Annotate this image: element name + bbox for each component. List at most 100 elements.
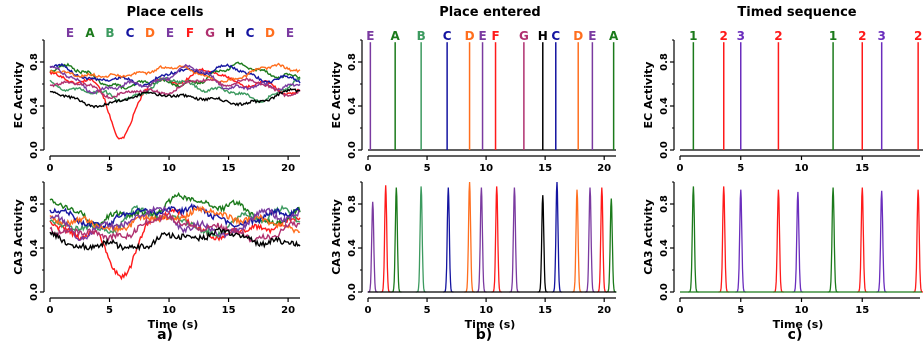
series-H-trace (49, 87, 301, 109)
x-tick-label: 20 (597, 163, 611, 174)
panel-0-row-0-axes: 0.0 0.4 0.8 0 5 10 15 20 EC Activity (12, 39, 301, 174)
x-tick-label: 15 (222, 305, 236, 316)
x-tick-label: 0 (677, 305, 684, 316)
spike-label: 2 (858, 29, 866, 43)
ca3-peak (391, 187, 402, 293)
y-tick-label: 0.4 (347, 239, 358, 257)
ca3-peak (551, 181, 563, 293)
x-tick-label: 10 (479, 163, 493, 174)
x-tick-label: 5 (424, 305, 431, 316)
y-tick-label: 0.0 (659, 283, 670, 301)
ca3-peak (509, 187, 520, 293)
panel-title: Place cells (127, 5, 204, 20)
place-label: D (145, 26, 155, 40)
y-tick-label: 0.8 (29, 195, 40, 213)
y-axis-label: EC Activity (12, 62, 25, 129)
ca3-peak (735, 189, 747, 293)
place-label: A (85, 26, 95, 40)
x-tick-label: 10 (795, 163, 809, 174)
ca3-peak (464, 181, 475, 293)
y-tick-label: 0.8 (29, 53, 40, 71)
spike-label: H (538, 29, 548, 43)
x-axis-label: Time (s) (148, 318, 199, 331)
x-tick-label: 0 (47, 163, 54, 174)
y-axis-label: CA3 Activity (330, 199, 343, 275)
x-axis-label: Time (s) (773, 318, 824, 331)
panel-2-row-0-axes: 0.0 0.4 0.8 0 5 10 15 EC Activity (642, 39, 923, 174)
spike-label: 1 (829, 29, 837, 43)
x-tick-label: 10 (162, 305, 176, 316)
x-tick-label: 0 (47, 305, 54, 316)
x-tick-label: 10 (479, 305, 493, 316)
ca3-peak (912, 189, 923, 293)
y-axis-label: CA3 Activity (12, 199, 25, 275)
spike-label: E (588, 29, 596, 43)
x-axis-label: Time (s) (465, 318, 516, 331)
x-tick-label: 15 (538, 163, 552, 174)
panel-title: Place entered (439, 5, 540, 20)
ca3-peak (792, 191, 804, 293)
spike-label: E (478, 29, 486, 43)
y-tick-label: 0.0 (29, 141, 40, 159)
ca3-peak (876, 190, 887, 293)
spike-label: F (491, 29, 499, 43)
x-tick-label: 5 (424, 163, 431, 174)
ca3-peak (827, 187, 839, 293)
ca3-peak (571, 189, 583, 293)
y-tick-label: 0.8 (659, 53, 670, 71)
x-tick-label: 15 (855, 163, 869, 174)
y-tick-label: 0.8 (347, 195, 358, 213)
series-B-trace (49, 76, 301, 104)
ca3-peak (584, 187, 596, 293)
series-D-trace (49, 62, 301, 84)
x-tick-label: 5 (737, 163, 744, 174)
x-tick-label: 15 (855, 305, 869, 316)
ca3-peak (491, 186, 502, 293)
y-tick-label: 0.0 (659, 141, 670, 159)
spike-label: G (519, 29, 529, 43)
panel-2-row-1-axes: 0.0 0.4 0.8 0 5 10 15 CA3 Activity (642, 181, 923, 316)
y-tick-label: 0.0 (29, 283, 40, 301)
ca3-peak (773, 189, 784, 293)
ca3-peak (537, 195, 548, 293)
ca3-peak (367, 201, 378, 293)
y-tick-label: 0.8 (347, 53, 358, 71)
spike-label: C (551, 29, 560, 43)
series-H-trace (49, 226, 301, 252)
spike-label: A (391, 29, 401, 43)
spike-label: D (573, 29, 583, 43)
spike-label: 2 (914, 29, 922, 43)
y-axis-label: EC Activity (642, 62, 655, 129)
series-B-trace (49, 204, 301, 239)
ca3-peak (718, 186, 730, 293)
ca3-peak (476, 187, 487, 293)
series-G-trace (49, 213, 301, 243)
spike-label: 1 (689, 29, 697, 43)
y-tick-label: 0.0 (347, 141, 358, 159)
ca3-peak (606, 198, 617, 293)
panel-label: c) (788, 327, 803, 343)
place-label: C (126, 26, 135, 40)
ca3-peak (380, 185, 391, 293)
panel-label: a) (157, 327, 173, 343)
spike-label: 3 (878, 29, 886, 43)
x-tick-label: 20 (281, 305, 295, 316)
x-tick-label: 15 (538, 305, 552, 316)
y-tick-label: 0.4 (659, 97, 670, 115)
place-label: H (225, 26, 235, 40)
place-label: D (265, 26, 275, 40)
x-tick-label: 10 (162, 163, 176, 174)
x-tick-label: 20 (281, 163, 295, 174)
spike-label: 3 (737, 29, 745, 43)
place-label: C (246, 26, 255, 40)
place-label: B (105, 26, 114, 40)
ca3-peak (596, 187, 607, 293)
place-label: G (205, 26, 215, 40)
x-tick-label: 5 (737, 305, 744, 316)
series-G-trace (49, 77, 301, 100)
series-C-trace (49, 62, 301, 88)
spike-label: C (443, 29, 452, 43)
spike-label: B (417, 29, 426, 43)
x-tick-label: 0 (365, 163, 372, 174)
